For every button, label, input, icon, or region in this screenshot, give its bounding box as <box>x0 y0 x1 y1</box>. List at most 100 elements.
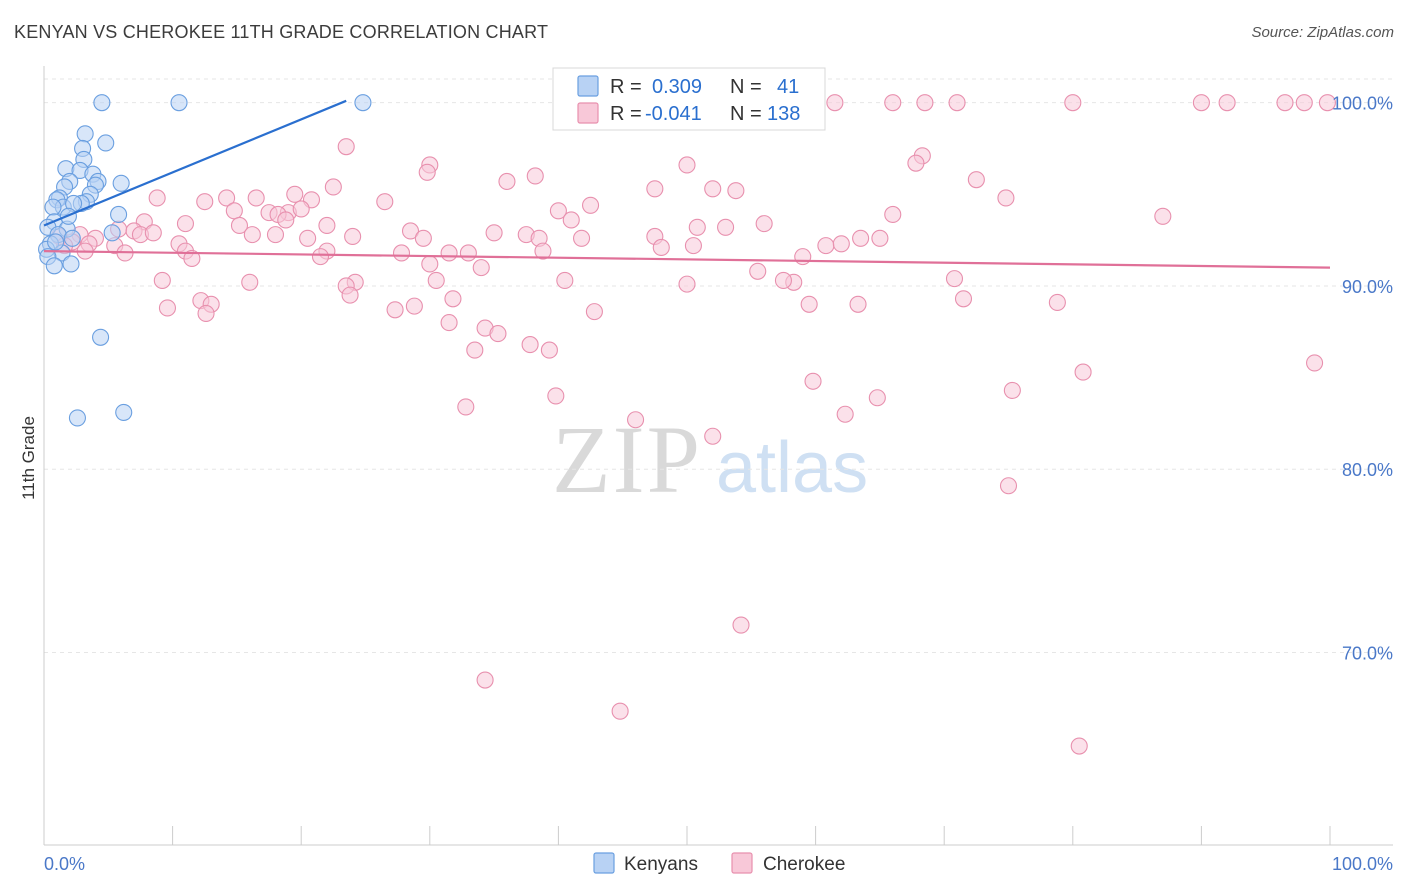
cherokee-point-70 <box>852 229 870 247</box>
cherokee-point-20 <box>418 163 436 181</box>
cherokee-point-111 <box>197 304 215 322</box>
cherokee-point-105 <box>945 270 964 288</box>
y-axis-label: 11th Grade <box>19 416 38 500</box>
cherokee-point-116 <box>800 295 818 313</box>
cherokee-point-113 <box>405 297 423 315</box>
cherokee-point-101 <box>556 271 574 290</box>
cherokee-point-73 <box>299 229 317 247</box>
cherokee-point-25 <box>704 180 722 198</box>
cherokee-point-60 <box>266 226 285 244</box>
cherokee-point-131 <box>868 389 886 407</box>
kenyans-points <box>38 94 372 427</box>
cherokee-point-31 <box>247 189 265 207</box>
cherokee-point-130 <box>1003 381 1021 399</box>
cherokee-point-117 <box>849 295 867 313</box>
cherokee-point-90 <box>832 235 850 253</box>
series-legend-label-cherokee: Cherokee <box>763 854 845 875</box>
legend-n-value-kenyans: 41 <box>777 76 799 98</box>
legend-n-label-cherokee: N = <box>730 103 762 125</box>
kenyans-point-4 <box>97 134 115 152</box>
y-tick-label-3: 70.0% <box>1342 644 1393 664</box>
cherokee-point-108 <box>158 299 177 317</box>
kenyans-point-1 <box>170 94 188 112</box>
cherokee-point-27 <box>324 178 342 196</box>
cherokee-point-120 <box>440 314 458 332</box>
cherokee-point-128 <box>804 372 822 390</box>
cherokee-point-89 <box>817 237 835 255</box>
cherokee-trend-line <box>43 250 1331 269</box>
watermark-atlas: atlas <box>716 428 868 508</box>
cherokee-point-95 <box>749 262 767 280</box>
cherokee-point-19 <box>907 154 925 172</box>
legend-r-value-kenyans: 0.309 <box>652 76 702 98</box>
cherokee-point-44 <box>1154 207 1172 225</box>
cherokee-point-69 <box>572 229 591 247</box>
cherokee-point-86 <box>534 242 552 260</box>
cherokee-point-39 <box>225 202 243 220</box>
legend-r-value-cherokee: -0.041 <box>645 103 702 125</box>
cherokee-point-13 <box>1318 94 1336 112</box>
cherokee-point-6 <box>916 94 934 112</box>
cherokee-point-137 <box>732 616 750 634</box>
legend-n-value-cherokee: 138 <box>767 103 800 125</box>
cherokee-point-52 <box>717 218 735 236</box>
cherokee-point-138 <box>476 671 494 689</box>
cherokee-point-112 <box>386 301 404 319</box>
cherokee-point-21 <box>526 167 544 185</box>
chart-source: Source: ZipAtlas.com <box>1251 24 1394 41</box>
cherokee-point-56 <box>401 222 420 240</box>
cherokee-point-11 <box>1276 94 1294 112</box>
cherokee-point-83 <box>392 244 411 262</box>
cherokee-point-135 <box>704 427 722 445</box>
watermark-zip: ZIP <box>552 406 702 513</box>
cherokee-point-107 <box>341 286 359 304</box>
cherokee-point-30 <box>218 189 236 207</box>
cherokee-point-123 <box>521 336 539 354</box>
cherokee-point-93 <box>421 255 439 273</box>
cherokee-point-18 <box>678 156 696 174</box>
kenyans-point-38 <box>115 403 133 421</box>
kenyans-point-0 <box>93 94 111 112</box>
legend-r-label-kenyans: R = <box>610 76 642 98</box>
cherokee-point-51 <box>755 215 773 233</box>
kenyans-point-23 <box>110 205 128 224</box>
axes <box>43 66 1393 846</box>
cherokee-point-127 <box>1074 363 1092 381</box>
cherokee-point-5 <box>884 94 902 112</box>
x-tick-label-max: 100.0% <box>1332 854 1393 874</box>
cherokee-point-43 <box>884 205 902 224</box>
cherokee-point-96 <box>794 248 812 266</box>
cherokee-point-8 <box>1064 94 1082 112</box>
kenyans-point-21 <box>44 198 62 216</box>
cherokee-point-26 <box>727 182 745 200</box>
cherokee-point-134 <box>627 411 645 429</box>
cherokee-point-132 <box>457 398 475 416</box>
cherokee-point-87 <box>652 238 670 257</box>
cherokee-point-33 <box>376 193 394 211</box>
series-legend-label-kenyans: Kenyans <box>624 854 698 875</box>
cherokee-point-35 <box>581 196 600 214</box>
cherokee-point-45 <box>562 211 580 229</box>
grid-lines <box>44 78 1393 654</box>
kenyans-point-39 <box>47 233 65 251</box>
cherokee-point-139 <box>611 702 629 720</box>
kenyans-point-27 <box>103 224 121 242</box>
cherokee-point-115 <box>585 303 603 321</box>
cherokee-point-66 <box>144 224 162 242</box>
legend-swatch-kenyans <box>577 75 599 97</box>
cherokee-point-10 <box>1218 94 1236 112</box>
y-tick-labels: 100.0% 90.0% 80.0% 70.0% <box>1332 94 1393 664</box>
cherokee-point-71 <box>871 229 889 247</box>
cherokee-point-126 <box>1306 354 1324 372</box>
cherokee-point-9 <box>1192 94 1210 112</box>
cherokee-point-48 <box>230 216 249 235</box>
kenyans-point-36 <box>92 328 110 346</box>
legend-swatch-cherokee <box>577 102 599 124</box>
legend-n-label-kenyans: N = <box>730 76 762 98</box>
x-tick-label-min: 0.0% <box>44 854 85 874</box>
cherokee-point-50 <box>688 218 706 236</box>
cherokee-point-37 <box>549 202 567 220</box>
cherokee-point-67 <box>344 227 362 246</box>
cherokee-point-136 <box>999 477 1018 495</box>
